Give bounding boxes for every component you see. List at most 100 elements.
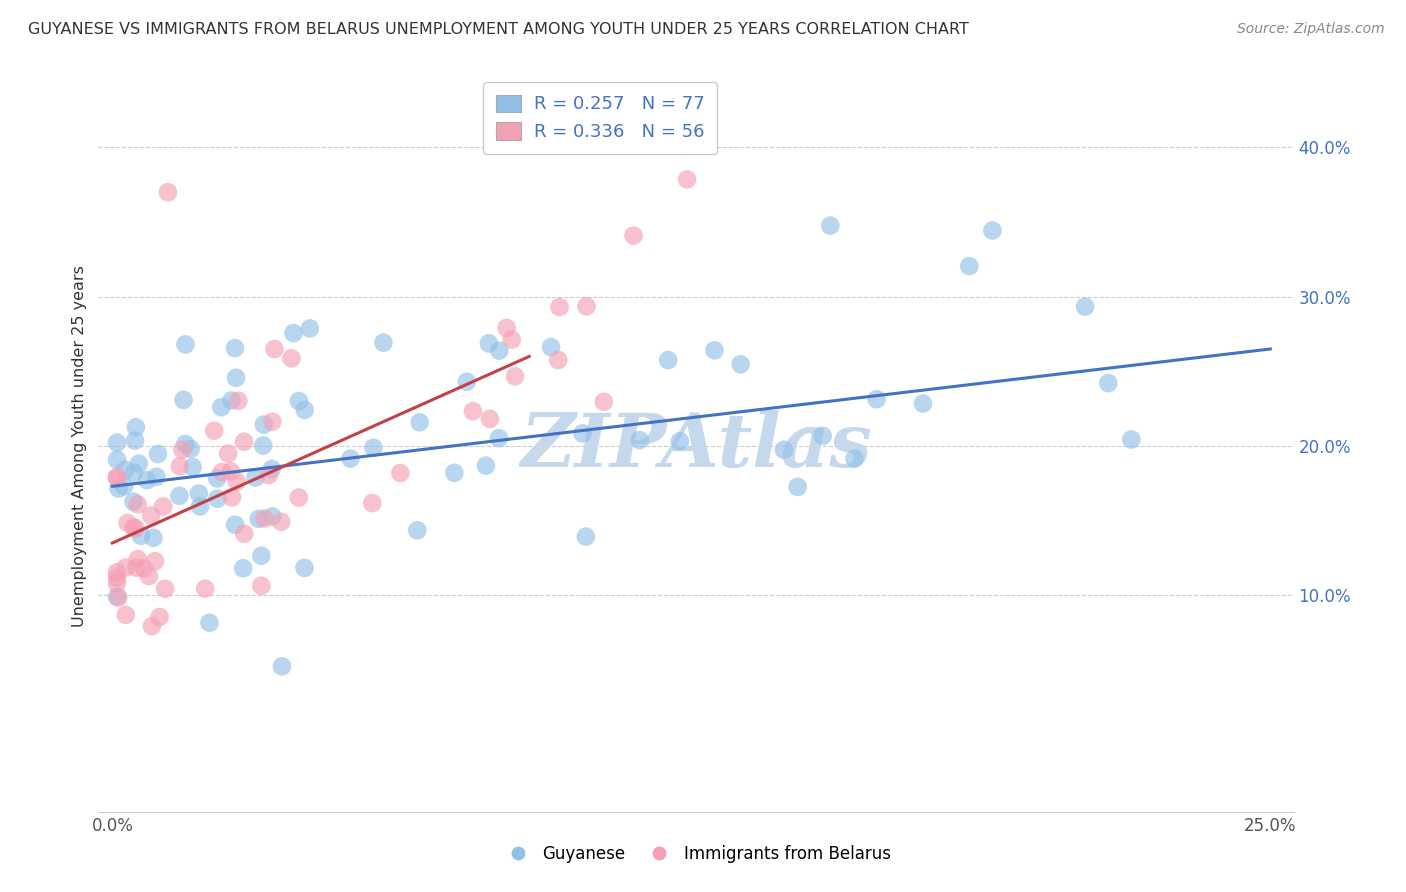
Point bbox=[172, 442, 194, 457]
Point bbox=[117, 516, 139, 530]
Point bbox=[174, 437, 197, 451]
Text: ZIPAtlas: ZIPAtlas bbox=[520, 409, 872, 483]
Point bbox=[105, 470, 128, 484]
Point bbox=[247, 512, 270, 526]
Legend: Guyanese, Immigrants from Belarus: Guyanese, Immigrants from Belarus bbox=[495, 838, 897, 869]
Point bbox=[221, 393, 243, 408]
Point bbox=[503, 369, 526, 384]
Point bbox=[221, 491, 243, 505]
Point bbox=[219, 464, 242, 478]
Point bbox=[981, 223, 1004, 237]
Point bbox=[575, 299, 598, 313]
Point bbox=[141, 619, 163, 633]
Point bbox=[488, 343, 510, 358]
Point bbox=[173, 392, 195, 407]
Point bbox=[114, 560, 136, 574]
Point bbox=[228, 393, 250, 408]
Point bbox=[676, 172, 699, 186]
Point bbox=[105, 576, 128, 591]
Point bbox=[571, 426, 593, 441]
Point bbox=[406, 524, 429, 538]
Point bbox=[209, 401, 232, 415]
Point bbox=[180, 442, 202, 456]
Point bbox=[628, 433, 651, 447]
Point bbox=[287, 491, 309, 505]
Point bbox=[225, 475, 247, 489]
Point bbox=[142, 531, 165, 545]
Point bbox=[181, 460, 204, 475]
Point bbox=[540, 340, 562, 354]
Point bbox=[217, 446, 239, 460]
Point bbox=[548, 300, 571, 314]
Point bbox=[294, 403, 316, 417]
Point bbox=[294, 561, 316, 575]
Point bbox=[105, 571, 128, 585]
Point bbox=[363, 441, 385, 455]
Point bbox=[250, 549, 273, 563]
Point bbox=[478, 412, 501, 426]
Point bbox=[270, 515, 292, 529]
Point bbox=[593, 394, 616, 409]
Point bbox=[262, 415, 284, 429]
Point bbox=[408, 415, 430, 429]
Point bbox=[253, 417, 276, 432]
Point bbox=[205, 471, 228, 485]
Point bbox=[112, 479, 135, 493]
Point bbox=[957, 259, 980, 273]
Point bbox=[669, 434, 692, 449]
Point bbox=[253, 511, 276, 525]
Point bbox=[124, 521, 146, 535]
Point bbox=[811, 429, 834, 443]
Point bbox=[105, 435, 128, 450]
Point bbox=[495, 321, 517, 335]
Point bbox=[271, 659, 294, 673]
Point bbox=[844, 451, 866, 466]
Point bbox=[224, 341, 246, 355]
Point bbox=[1074, 300, 1097, 314]
Point bbox=[339, 451, 361, 466]
Point bbox=[128, 457, 150, 471]
Point bbox=[475, 458, 498, 473]
Point bbox=[224, 517, 246, 532]
Point bbox=[127, 497, 149, 511]
Point bbox=[122, 494, 145, 508]
Point bbox=[125, 560, 148, 574]
Point bbox=[288, 394, 311, 409]
Point bbox=[233, 434, 256, 449]
Point bbox=[122, 466, 145, 480]
Point bbox=[125, 420, 148, 434]
Point bbox=[488, 431, 510, 445]
Point bbox=[136, 473, 159, 487]
Point bbox=[129, 529, 152, 543]
Point bbox=[225, 371, 247, 385]
Point bbox=[262, 509, 284, 524]
Point bbox=[257, 468, 280, 483]
Point bbox=[547, 353, 569, 368]
Point bbox=[456, 375, 478, 389]
Point bbox=[373, 335, 395, 350]
Point bbox=[361, 496, 384, 510]
Point bbox=[1097, 376, 1119, 391]
Point bbox=[105, 590, 128, 604]
Point bbox=[501, 333, 523, 347]
Point bbox=[298, 321, 321, 335]
Point bbox=[280, 351, 302, 366]
Point bbox=[786, 480, 808, 494]
Point bbox=[138, 569, 160, 583]
Text: Source: ZipAtlas.com: Source: ZipAtlas.com bbox=[1237, 22, 1385, 37]
Point bbox=[107, 591, 129, 605]
Point bbox=[478, 336, 501, 351]
Point bbox=[623, 228, 645, 243]
Point bbox=[139, 508, 162, 523]
Point bbox=[211, 465, 233, 479]
Point bbox=[169, 489, 191, 503]
Point bbox=[250, 579, 273, 593]
Point bbox=[657, 353, 679, 368]
Text: GUYANESE VS IMMIGRANTS FROM BELARUS UNEMPLOYMENT AMONG YOUTH UNDER 25 YEARS CORR: GUYANESE VS IMMIGRANTS FROM BELARUS UNEM… bbox=[28, 22, 969, 37]
Point bbox=[263, 342, 285, 356]
Point bbox=[188, 500, 211, 514]
Point bbox=[245, 470, 267, 484]
Point bbox=[730, 357, 752, 371]
Point bbox=[443, 466, 465, 480]
Point bbox=[143, 554, 166, 568]
